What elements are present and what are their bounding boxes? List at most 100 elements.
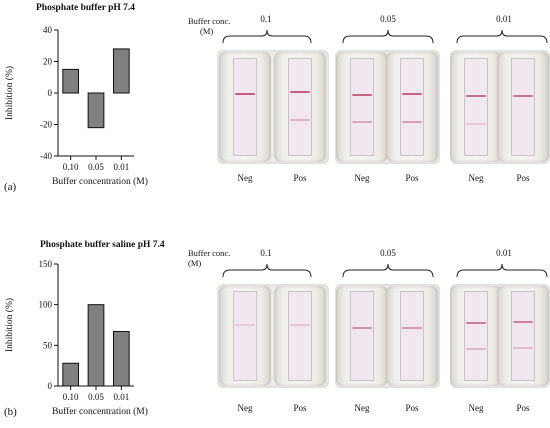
pos-label: Pos [405, 173, 419, 183]
test-strip [350, 58, 374, 156]
x-axis-label: Buffer concentration (M) [52, 406, 148, 417]
test-cassette [386, 52, 438, 162]
test-cassette [450, 286, 502, 386]
buffer-conc-label-line1: Buffer conc. [188, 248, 231, 258]
brace-a-0 [222, 29, 312, 44]
control-line [402, 93, 422, 95]
test-line [466, 348, 486, 350]
pos-label: Pos [405, 403, 419, 413]
test-cassette [497, 286, 549, 386]
y-axis-label: Inhibition (%) [4, 66, 15, 120]
neg-label: Neg [354, 403, 370, 413]
test-strip [511, 291, 535, 381]
test-strip [511, 58, 535, 156]
test-cassette [219, 52, 271, 162]
brace-a-1 [342, 29, 434, 44]
bar-chart-a: 40 20 0 -20 -40 0.10 0.05 0.01 Buffer concentrat… [4, 25, 148, 187]
control-line [290, 91, 310, 93]
test-line [466, 123, 486, 125]
test-strip [233, 291, 257, 381]
x-tick-label: 0.01 [113, 162, 129, 172]
neg-label: Neg [468, 403, 484, 413]
y-tick-label: 0 [48, 381, 53, 391]
neg-label: Neg [468, 173, 484, 183]
x-tick-label: 0.05 [88, 162, 104, 172]
panel-b: Phosphate buffer saline pH 7.4 (b) 150 10… [0, 214, 550, 428]
test-cassette [274, 52, 326, 162]
control-line [235, 93, 255, 95]
bar-0.10 [62, 68, 80, 94]
x-tick-label: 0.05 [88, 392, 104, 402]
test-cassette [450, 52, 502, 162]
bar-0.05 [87, 304, 105, 387]
conc-label-a-0: 0.1 [260, 14, 272, 24]
test-strip [400, 58, 424, 156]
buffer-conc-label-b: Buffer conc. (M) [188, 248, 230, 268]
x-axis-label: Buffer concentration (M) [52, 176, 148, 187]
conc-label-a-1: 0.05 [380, 14, 396, 24]
control-line [466, 322, 486, 324]
test-cassette [386, 286, 438, 386]
bar-0.10 [62, 362, 80, 387]
test-line [513, 347, 533, 349]
y-tick-label: 100 [39, 300, 53, 310]
brace-b-1 [342, 263, 434, 278]
test-cassette [497, 52, 549, 162]
brace-b-2 [456, 263, 548, 278]
test-cassette [336, 286, 388, 386]
chart-title-b: Phosphate buffer saline pH 7.4 [40, 240, 165, 250]
test-line [402, 121, 422, 123]
test-strip [233, 58, 257, 156]
test-strip [288, 58, 312, 156]
test-line [352, 121, 372, 123]
control-line [402, 327, 422, 329]
pos-label: Pos [293, 173, 307, 183]
y-axis-label: Inhibition (%) [4, 298, 15, 352]
test-strip [400, 291, 424, 381]
y-tick-label: -20 [40, 120, 52, 130]
control-line [466, 95, 486, 97]
neg-label: Neg [354, 173, 370, 183]
control-line [352, 327, 372, 329]
test-cassette [336, 52, 388, 162]
y-tick-label: 150 [39, 259, 53, 269]
y-tick-label: 50 [43, 340, 53, 350]
conc-label-b-2: 0.01 [496, 248, 512, 258]
control-line [352, 94, 372, 96]
pos-label: Pos [293, 403, 307, 413]
test-strip [288, 291, 312, 381]
conc-label-a-2: 0.01 [496, 14, 512, 24]
test-strip [464, 58, 488, 156]
buffer-conc-label-line1: Buffer conc. [188, 16, 231, 26]
test-line [290, 119, 310, 121]
conc-label-b-0: 0.1 [260, 248, 272, 258]
test-cassette [219, 286, 271, 386]
pos-label: Pos [516, 403, 530, 413]
pos-label: Pos [516, 173, 530, 183]
brace-b-0 [222, 263, 312, 278]
control-line [513, 95, 533, 97]
test-cassette [274, 286, 326, 386]
bar-0.01 [112, 48, 130, 94]
panel-a: Phosphate buffer pH 7.4 (a) 40 20 0 -20 -40 0… [4, 3, 550, 193]
y-tick-label: 40 [43, 25, 53, 35]
control-line [513, 321, 533, 323]
neg-label: Neg [237, 173, 253, 183]
x-tick-label: 0.10 [63, 392, 79, 402]
control-line [290, 324, 310, 326]
buffer-conc-label-line2: (M) [200, 26, 214, 36]
control-line [235, 324, 255, 326]
panel-label-a: (a) [4, 181, 17, 193]
brace-a-2 [456, 29, 548, 44]
chart-title-a: Phosphate buffer pH 7.4 [36, 3, 136, 13]
test-strip [464, 291, 488, 381]
bar-chart-b: 150 100 50 0 0.10 0.05 0.01 Buffer concentratio… [4, 259, 148, 417]
neg-label: Neg [237, 403, 253, 413]
buffer-conc-label-line2: (M) [188, 258, 202, 268]
panel-label-b: (b) [4, 406, 17, 418]
test-strip [350, 291, 374, 381]
bar-0.01 [112, 331, 130, 387]
x-tick-label: 0.10 [63, 162, 79, 172]
conc-label-b-1: 0.05 [380, 248, 396, 258]
y-tick-label: -40 [40, 151, 52, 161]
